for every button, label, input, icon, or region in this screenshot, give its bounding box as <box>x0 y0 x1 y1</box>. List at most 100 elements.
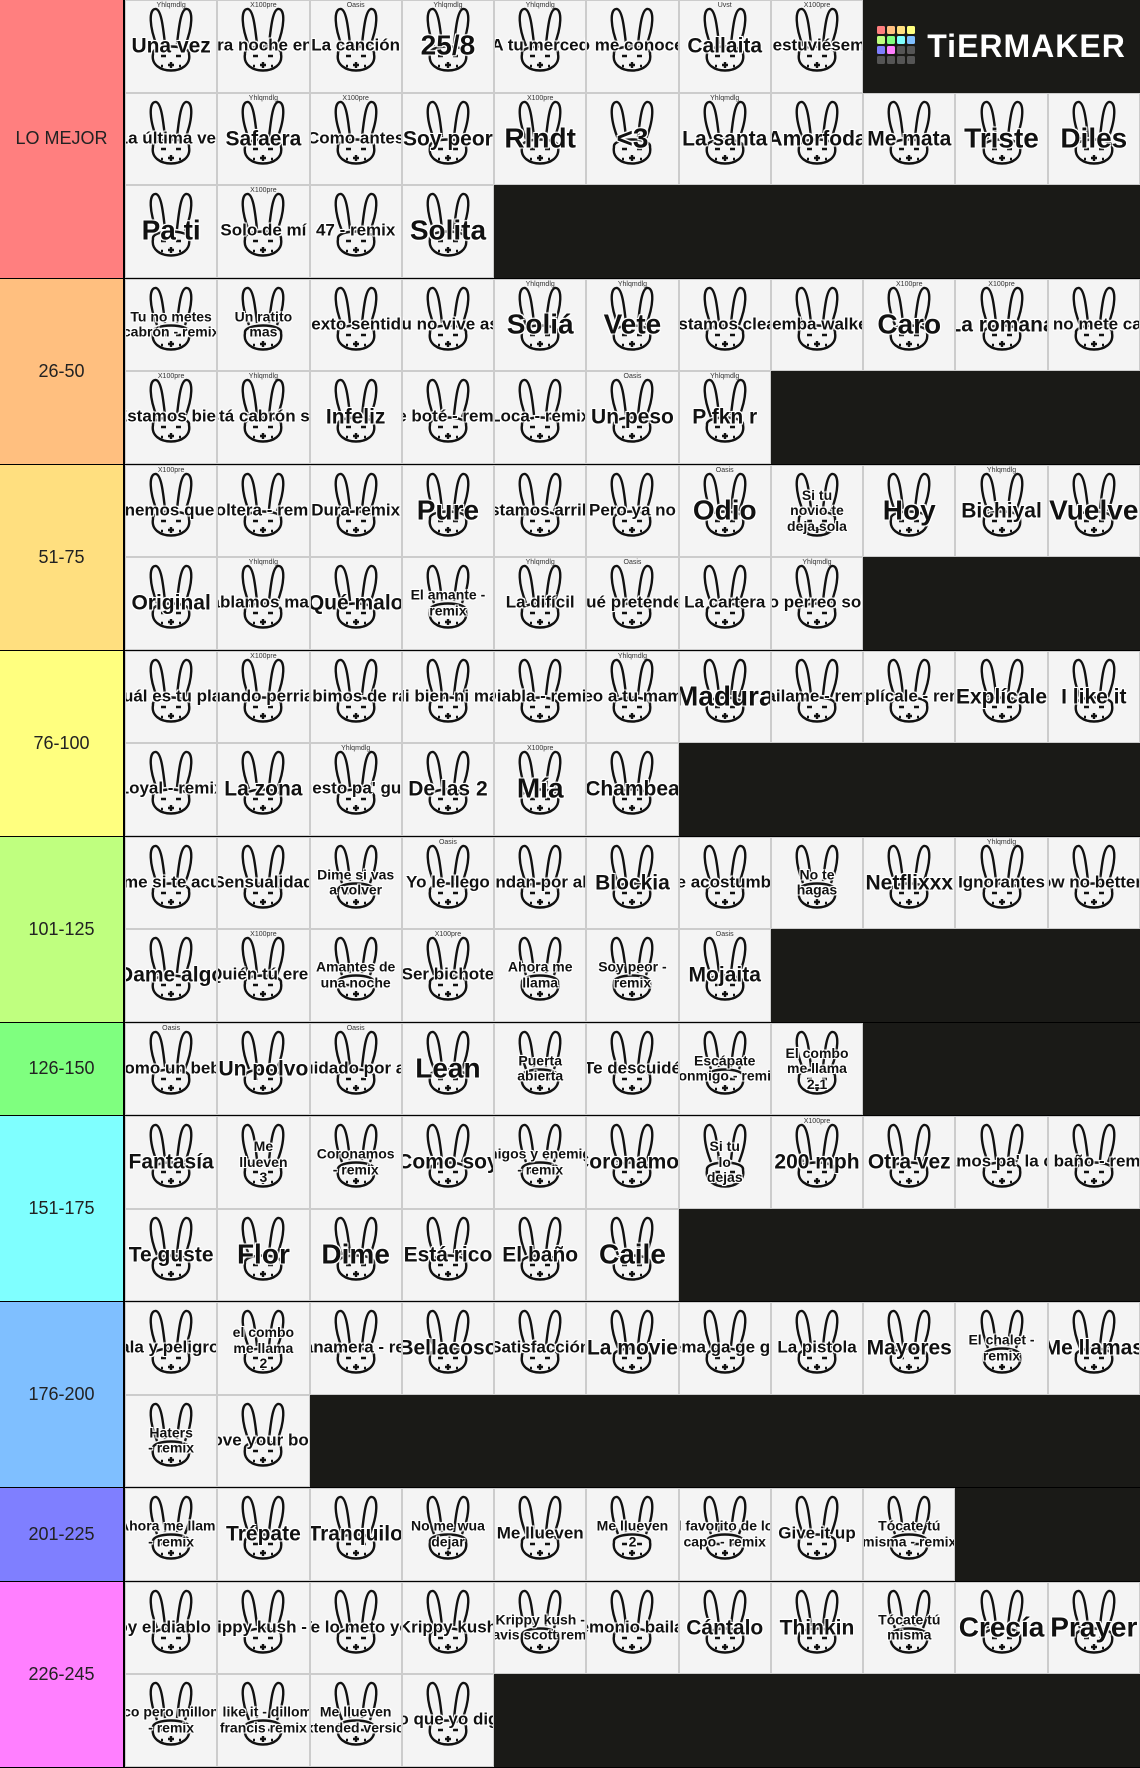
tier-item[interactable]: La última vez <box>125 92 218 185</box>
tier-item[interactable]: Yhlqmdlg 25/8 <box>401 0 495 93</box>
tier-item[interactable]: X100pre Si estuviésemos juntos <box>770 0 864 93</box>
tier-item[interactable]: Subimos de rango <box>309 650 402 743</box>
tier-item[interactable]: El baño - remix <box>1047 1116 1140 1209</box>
tier-item[interactable]: Ahora me llama <box>494 929 587 1022</box>
tier-item[interactable]: Bellacoso <box>401 1302 495 1395</box>
tier-item[interactable]: Estamos clear <box>678 278 771 371</box>
tier-item[interactable]: No me wua dejar <box>401 1488 495 1581</box>
tier-item[interactable]: Me mata <box>863 92 956 185</box>
tier-item[interactable]: Tranquilo <box>309 1488 402 1581</box>
tier-item[interactable]: Qué malo <box>309 557 402 650</box>
tier-item[interactable]: Oasis Yo le llego <box>401 836 495 929</box>
tier-item[interactable]: Give it up <box>770 1488 864 1581</box>
tier-item[interactable]: La pistola <box>770 1302 864 1395</box>
tier-item[interactable]: Me llueven 3 <box>217 1116 310 1209</box>
tier-item[interactable]: El chalet - remix <box>955 1302 1048 1395</box>
tier-item[interactable]: Yhlqmdlg Ignorantes <box>955 836 1048 929</box>
tier-item[interactable]: Yhlqmdlg Está cabrón ser yo <box>217 371 310 464</box>
tier-item[interactable]: Pa ti <box>125 185 218 278</box>
tier-item[interactable]: Oasis Qué pretendes <box>586 557 679 650</box>
tier-item[interactable]: Vuelve <box>1047 464 1140 557</box>
tier-item[interactable]: X100pre Mía <box>494 743 587 836</box>
tier-item[interactable]: Thinkin <box>770 1581 864 1674</box>
tier-item[interactable]: Oasis Mojaita <box>678 929 771 1022</box>
tier-item[interactable]: Yhlqmdlg Hablamos mañana <box>217 557 310 650</box>
tier-item[interactable]: Tócate tú misma <box>863 1581 956 1674</box>
tier-item[interactable]: El favorito de los capo - remix <box>678 1488 771 1581</box>
tier-item[interactable]: X100pre 200 mph <box>770 1116 864 1209</box>
tier-item[interactable]: No me conoce - remix <box>586 0 679 93</box>
tier-item[interactable]: Uvst Callaita <box>678 0 771 93</box>
tier-item[interactable]: X100pre Cuando perriabas <box>217 650 310 743</box>
tier-item[interactable]: Dema ga ge gi go gu <box>678 1302 771 1395</box>
tier-item[interactable]: Satisfacción <box>494 1302 587 1395</box>
tier-item[interactable]: Yhlqmdlg A tu merced <box>494 0 587 93</box>
tier-item[interactable]: X100pre Ser bichote <box>401 929 495 1022</box>
tier-item[interactable]: Explícale - remix <box>863 650 956 743</box>
tier-item[interactable]: Flor <box>217 1208 310 1301</box>
tier-item[interactable]: Trépate <box>217 1488 310 1581</box>
tier-item[interactable]: Si tu novio te deja sola <box>770 464 864 557</box>
tier-item[interactable]: Original <box>125 557 218 650</box>
tier-item[interactable]: Puerta abierta <box>494 1022 587 1115</box>
tier-item[interactable]: Un polvo <box>217 1022 310 1115</box>
tier-item[interactable]: Madura <box>678 650 771 743</box>
tier-item[interactable]: Dura remix <box>309 464 402 557</box>
tier-item[interactable]: Soy peor - remix <box>586 929 679 1022</box>
tier-item[interactable]: Kemba walker <box>770 278 864 371</box>
tier-item[interactable]: Blockia <box>586 836 679 929</box>
tier-item[interactable]: Oasis La canción <box>309 0 402 93</box>
tier-item[interactable]: Me llueven 2 <box>586 1488 679 1581</box>
tier-item[interactable]: Cántalo <box>678 1581 771 1674</box>
tier-item[interactable]: La cartera <box>678 557 771 650</box>
tier-item[interactable]: 47 - remix <box>309 185 402 278</box>
tier-item[interactable]: Haters - remix <box>125 1394 218 1487</box>
tier-item[interactable]: Amorfoda <box>770 92 864 185</box>
tier-item[interactable]: Estamos arriba <box>494 464 587 557</box>
tier-item[interactable]: Amigos y enemigos - remix <box>494 1116 587 1209</box>
tier-item[interactable]: Hoy <box>863 464 956 557</box>
tier-item[interactable]: Dime si vas a volver <box>309 836 402 929</box>
tier-item[interactable]: Dime si te acuerdas <box>125 836 218 929</box>
tier-item[interactable]: Coronamos - remix <box>309 1116 402 1209</box>
tier-item[interactable]: Soltera - remix <box>217 464 310 557</box>
tier-item[interactable]: Coronamos <box>586 1116 679 1209</box>
tier-item[interactable]: Diles <box>1047 92 1140 185</box>
tier-item[interactable]: La movie <box>586 1302 679 1395</box>
tier-item[interactable]: Yhlqmdlg P fkn r <box>678 371 771 464</box>
tier-item[interactable]: X100pre Solo de mí <box>217 185 310 278</box>
tier-item[interactable]: Now no better - remix <box>1047 836 1140 929</box>
tier-item[interactable]: Dime <box>309 1208 402 1301</box>
tier-item[interactable]: La zona <box>217 743 310 836</box>
tier-item[interactable]: Ahora me llama - remix <box>125 1488 218 1581</box>
tier-item[interactable]: Lo que yo diga <box>401 1674 495 1767</box>
tier-item[interactable]: Amantes de una noche <box>309 929 402 1022</box>
tier-item[interactable]: Yhlqmdlg Soliá <box>494 278 587 371</box>
tier-item[interactable]: Yhlqmdlg La santa <box>678 92 771 185</box>
tier-item[interactable]: Vamos pa' la calle <box>955 1116 1048 1209</box>
tier-item[interactable]: Está rico <box>401 1208 495 1301</box>
tier-item[interactable]: X100pre Estamos bien <box>125 371 218 464</box>
tier-item[interactable]: Escápate conmigo - remix <box>678 1022 771 1115</box>
tier-item[interactable]: <3 <box>586 92 679 185</box>
tier-item[interactable]: el combo me llama 2 <box>217 1302 310 1395</box>
tier-item[interactable]: Infeliz <box>309 371 402 464</box>
tier-item[interactable]: Tócate tú misma - remix <box>863 1488 956 1581</box>
tier-item[interactable]: Loco pero millonario - remix <box>125 1674 218 1767</box>
tier-item[interactable]: El amante - remix <box>401 557 495 650</box>
tier-item[interactable]: Explícale <box>955 650 1048 743</box>
tier-item[interactable]: Te lo meto yo <box>309 1581 402 1674</box>
tier-item[interactable]: Yhlqmdlg Una vez <box>125 0 218 93</box>
tier-item[interactable]: X100pre ¿Quién tú eres? <box>217 929 310 1022</box>
tier-item[interactable]: Loca - remix <box>494 371 587 464</box>
tier-item[interactable]: Mala y peligrosa <box>125 1302 218 1395</box>
tier-item[interactable]: Yhlqmdlg Bichiyal <box>955 464 1048 557</box>
tier-item[interactable]: No te hagas <box>770 836 864 929</box>
tier-item[interactable]: Si tu lo dejas <box>678 1116 771 1209</box>
tier-item[interactable]: Solita <box>401 185 495 278</box>
tier-item[interactable]: Oasis Cuidado por ahí <box>309 1022 402 1115</box>
tier-item[interactable]: Prayer <box>1047 1581 1140 1674</box>
tier-item[interactable]: Yhlqmdlg Veo a tu mamá <box>586 650 679 743</box>
tier-item[interactable]: Crecía <box>955 1581 1048 1674</box>
tier-item[interactable]: Me llamas <box>1047 1302 1140 1395</box>
